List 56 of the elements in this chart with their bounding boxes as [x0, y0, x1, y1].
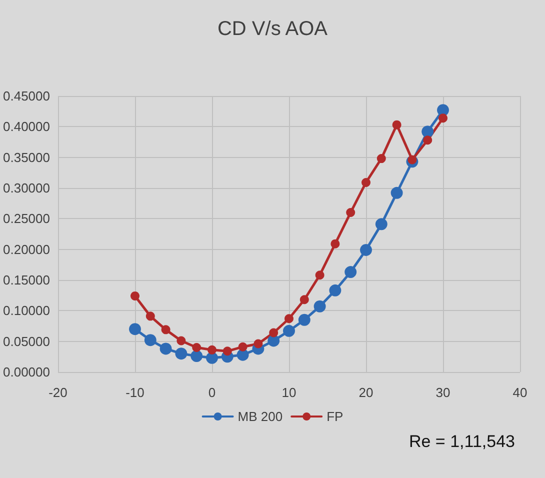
- chart-title: CD V/s AOA: [217, 18, 328, 40]
- point: [283, 324, 295, 337]
- point: [129, 323, 141, 336]
- point: [222, 346, 232, 356]
- point: [408, 155, 417, 164]
- y-tick-label: 0.40000: [2, 119, 50, 134]
- y-tick-label: 0.30000: [2, 180, 50, 196]
- point: [438, 114, 448, 123]
- point: [423, 136, 432, 145]
- x-tick-label: 20: [358, 385, 374, 400]
- y-tick-label: 0.35000: [2, 150, 50, 165]
- y-tick-label: 0.20000: [2, 242, 50, 257]
- point: [314, 300, 326, 312]
- point: [300, 295, 309, 304]
- point: [330, 239, 340, 248]
- y-tick-label: 0.15000: [2, 272, 50, 288]
- point: [208, 345, 216, 354]
- point: [130, 291, 140, 300]
- y-tick-label: 0.25000: [2, 211, 50, 226]
- point: [160, 342, 172, 355]
- x-tick-label: -10: [126, 385, 144, 400]
- point: [344, 266, 357, 278]
- point: [375, 218, 388, 230]
- point: [254, 339, 263, 348]
- point: [176, 336, 186, 346]
- point: [376, 154, 386, 164]
- point: [146, 312, 155, 321]
- point: [329, 284, 342, 296]
- y-tick-label: 0.10000: [2, 303, 50, 318]
- x-tick-label: 30: [436, 385, 450, 400]
- point: [269, 328, 278, 338]
- point: [284, 314, 294, 324]
- text: Re = 1,11,543: [408, 432, 516, 451]
- point: [144, 334, 156, 346]
- point: [298, 314, 310, 326]
- point: [175, 348, 188, 360]
- legend-label: FP: [326, 409, 344, 424]
- x-tick-label: 10: [282, 385, 296, 400]
- y-tick-label: 0.00000: [2, 364, 50, 380]
- point: [392, 120, 402, 130]
- point: [362, 178, 370, 187]
- x-tick-label: -20: [48, 385, 68, 400]
- y-tick-label: 0.45000: [2, 88, 50, 104]
- x-tick-label: 0: [208, 385, 216, 400]
- y-tick-label: 0.05000: [2, 334, 50, 349]
- point: [390, 186, 403, 199]
- point: [190, 350, 203, 362]
- point: [422, 126, 434, 138]
- x-tick-label: 40: [512, 385, 528, 400]
- point: [161, 325, 170, 334]
- point: [346, 208, 356, 218]
- point: [360, 244, 372, 256]
- point: [238, 342, 248, 352]
- legend-label: MB 200: [238, 409, 283, 424]
- point: [192, 342, 202, 352]
- point: [315, 270, 324, 280]
